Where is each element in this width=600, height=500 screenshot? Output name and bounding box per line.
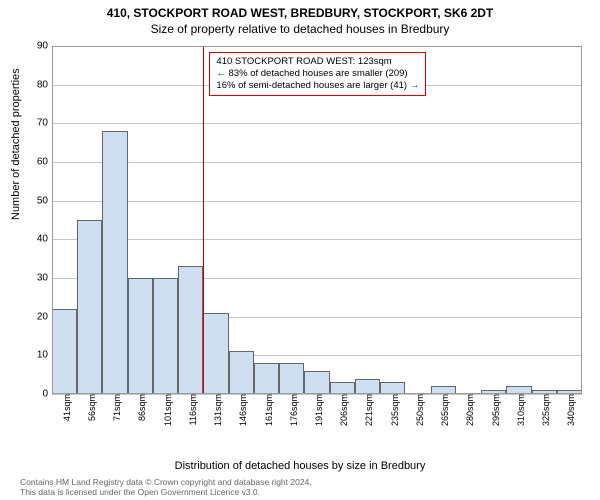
- y-tick-label: 20: [24, 311, 52, 322]
- histogram-bar: [330, 382, 355, 394]
- y-axis-label: Number of detached properties: [10, 68, 22, 220]
- property-info-box: 410 STOCKPORT ROAD WEST: 123sqm← 83% of …: [209, 52, 426, 96]
- x-tick-label: 221sqm: [360, 394, 374, 426]
- histogram-bar: [203, 313, 228, 394]
- x-tick-label: 206sqm: [335, 394, 349, 426]
- x-tick-label: 176sqm: [285, 394, 299, 426]
- x-tick-label: 146sqm: [234, 394, 248, 426]
- histogram-bar: [254, 363, 279, 394]
- footer-attribution: Contains HM Land Registry data © Crown c…: [20, 477, 312, 498]
- x-tick-label: 41sqm: [58, 394, 72, 421]
- histogram-bar: [431, 386, 456, 394]
- footer-line1: Contains HM Land Registry data © Crown c…: [20, 477, 312, 488]
- x-tick-label: 191sqm: [310, 394, 324, 426]
- histogram-bar: [102, 131, 127, 394]
- x-tick-label: 101sqm: [159, 394, 173, 426]
- y-tick-label: 50: [24, 195, 52, 206]
- histogram-bar: [229, 351, 254, 394]
- x-tick-label: 325sqm: [537, 394, 551, 426]
- x-tick-label: 250sqm: [411, 394, 425, 426]
- x-tick-label: 340sqm: [562, 394, 576, 426]
- histogram-bar: [153, 278, 178, 394]
- x-tick-label: 235sqm: [386, 394, 400, 426]
- histogram-bar: [380, 382, 405, 394]
- x-tick-label: 71sqm: [108, 394, 122, 421]
- histogram-bar: [304, 371, 329, 394]
- y-tick-label: 40: [24, 234, 52, 245]
- x-tick-label: 86sqm: [133, 394, 147, 421]
- y-tick-label: 70: [24, 118, 52, 129]
- histogram-bar: [506, 386, 531, 394]
- footer-line2: This data is licensed under the Open Gov…: [20, 487, 312, 498]
- gridline: [52, 46, 582, 47]
- histogram-bar: [52, 309, 77, 394]
- x-tick-label: 161sqm: [260, 394, 274, 426]
- y-tick-label: 0: [24, 389, 52, 400]
- x-tick-label: 265sqm: [436, 394, 450, 426]
- histogram-bar: [77, 220, 102, 394]
- y-tick-label: 10: [24, 350, 52, 361]
- x-tick-label: 131sqm: [209, 394, 223, 426]
- gridline: [52, 162, 582, 163]
- y-tick-label: 90: [24, 41, 52, 52]
- y-tick-label: 60: [24, 157, 52, 168]
- x-tick-label: 295sqm: [487, 394, 501, 426]
- legend-line1: 410 STOCKPORT ROAD WEST: 123sqm: [216, 56, 419, 68]
- histogram-bar: [279, 363, 304, 394]
- histogram-bar: [178, 266, 203, 394]
- page-subtitle: Size of property relative to detached ho…: [0, 20, 600, 36]
- gridline: [52, 239, 582, 240]
- x-tick-label: 310sqm: [512, 394, 526, 426]
- histogram-bar: [128, 278, 153, 394]
- y-tick-label: 30: [24, 273, 52, 284]
- histogram-chart: 010203040506070809041sqm56sqm71sqm86sqm1…: [52, 46, 582, 394]
- gridline: [52, 201, 582, 202]
- x-tick-label: 116sqm: [184, 394, 198, 425]
- page-title-address: 410, STOCKPORT ROAD WEST, BREDBURY, STOC…: [0, 0, 600, 20]
- reference-line: [203, 46, 204, 394]
- gridline: [52, 123, 582, 124]
- y-tick-label: 80: [24, 79, 52, 90]
- histogram-bar: [355, 379, 380, 394]
- x-tick-label: 56sqm: [83, 394, 97, 421]
- x-axis-label: Distribution of detached houses by size …: [0, 460, 600, 472]
- legend-line2: ← 83% of detached houses are smaller (20…: [216, 68, 419, 80]
- x-tick-label: 280sqm: [461, 394, 475, 426]
- legend-line3: 16% of semi-detached houses are larger (…: [216, 80, 419, 92]
